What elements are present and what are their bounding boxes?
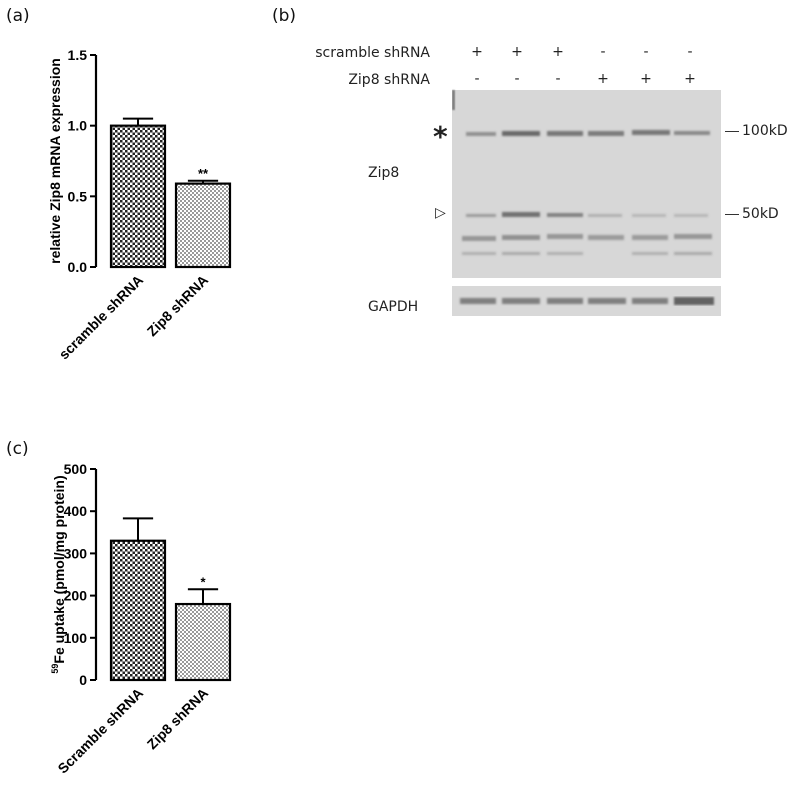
blot-sign: - xyxy=(687,44,693,60)
panel-label-c: (c) xyxy=(6,439,29,459)
blot-sign: + xyxy=(511,44,523,60)
y-tick-label: 0 xyxy=(79,672,87,688)
y-axis-label: relative Zip8 mRNA expression xyxy=(47,58,63,264)
x-category-label: scramble shRNA xyxy=(56,272,147,363)
panel-label-b: (b) xyxy=(272,6,297,26)
y-tick-label: 1.5 xyxy=(68,47,88,63)
y-tick-label: 500 xyxy=(64,461,88,477)
y-axis-label: 59Fe uptake (pmol/mg protein) xyxy=(50,475,67,673)
x-category-label: Zip8 shRNA xyxy=(144,272,211,339)
blot-sign: - xyxy=(514,71,520,87)
marker-line-50 xyxy=(725,214,739,215)
chart-a: 0.0 0.5 1.0 1.5 relative Zip8 mRNA expressio… xyxy=(47,47,232,363)
y-tick-label: 100 xyxy=(64,630,88,646)
y-tick-label: 0.5 xyxy=(68,188,88,204)
marker-50kd: 50kD xyxy=(742,206,779,222)
gapdh-blot-label: GAPDH xyxy=(368,299,419,315)
y-tick-label: 300 xyxy=(64,545,88,561)
bar xyxy=(174,182,232,269)
arrowhead-marker-icon: ▷ xyxy=(435,205,446,221)
blot-sign: - xyxy=(555,71,561,87)
western-blot-image xyxy=(452,90,721,316)
blot-sign: - xyxy=(600,44,606,60)
y-tick-label: 200 xyxy=(64,588,88,604)
significance-marker: ** xyxy=(198,166,209,181)
significance-marker: * xyxy=(200,574,206,589)
x-category-label: Scramble shRNA xyxy=(54,685,146,777)
blot-sign: + xyxy=(552,44,564,60)
blot-sign: + xyxy=(597,71,609,87)
asterisk-marker: * xyxy=(433,120,448,153)
blot-sign: + xyxy=(471,44,483,60)
x-category-label: Zip8 shRNA xyxy=(144,685,211,752)
panel-label-a: (a) xyxy=(6,6,30,26)
blot-sign: + xyxy=(684,71,696,87)
y-tick-label: 0.0 xyxy=(68,259,88,275)
blot-row-label-zip8: Zip8 shRNA xyxy=(348,72,430,88)
marker-100kd: 100kD xyxy=(742,123,788,139)
marker-line-100 xyxy=(725,131,739,132)
y-tick-label: 400 xyxy=(64,503,88,519)
blot-sign: + xyxy=(640,71,652,87)
y-tick-label: 1.0 xyxy=(68,118,88,134)
bar xyxy=(174,602,232,682)
blot-sign: - xyxy=(474,71,480,87)
blot-row-label-scramble: scramble shRNA xyxy=(315,45,430,61)
bar xyxy=(109,124,167,269)
bar xyxy=(109,539,167,682)
zip8-blot-label: Zip8 xyxy=(368,165,400,181)
blot-sign: - xyxy=(643,44,649,60)
